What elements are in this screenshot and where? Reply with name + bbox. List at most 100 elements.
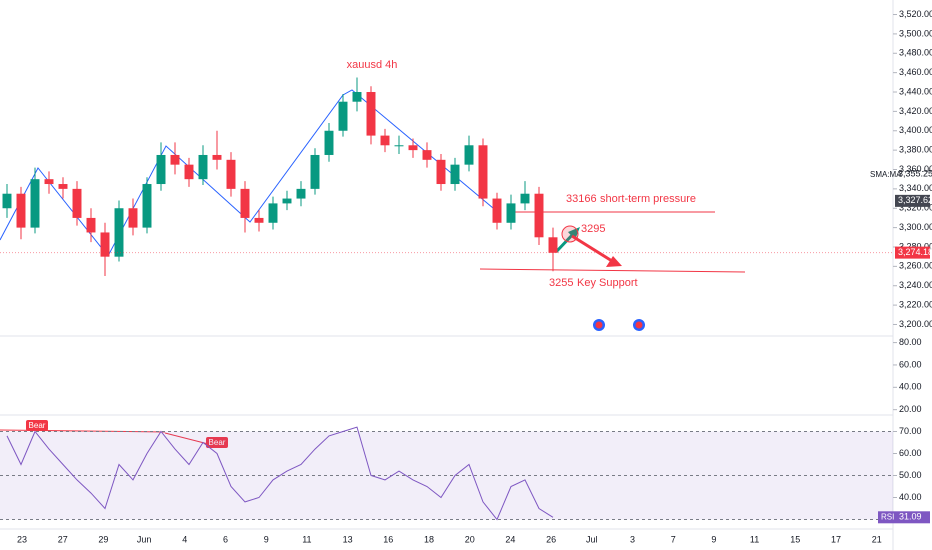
price-tag-label: 3,327.62 (898, 195, 932, 205)
marker (561, 225, 579, 243)
candle-body (408, 145, 418, 151)
candle-body (86, 217, 96, 233)
bear-tag (26, 420, 48, 431)
rsi-tag (878, 511, 930, 524)
x-tick-label: 26 (546, 534, 556, 544)
y-tick-label: 60.00 (899, 448, 922, 458)
x-tick-label: 3 (630, 534, 635, 544)
x-tick-label: 13 (343, 534, 353, 544)
y-tick-label: 3,420.00 (899, 106, 932, 116)
candle-body (478, 145, 488, 199)
x-tick-label: 16 (383, 534, 393, 544)
bear-label: Bear (29, 421, 46, 430)
x-tick-label: 21 (872, 534, 882, 544)
y-tick-label: 3,380.00 (899, 145, 932, 155)
annotation: short-term pressure (600, 193, 696, 205)
candle-body (212, 154, 222, 160)
y-tick-label: 3,260.00 (899, 261, 932, 271)
candle-body (198, 154, 208, 180)
candle-body (324, 130, 334, 155)
x-tick-label: 29 (98, 534, 108, 544)
candle-body (492, 198, 502, 223)
x-tick-label: 23 (17, 534, 27, 544)
y-tick-label: 40.00 (899, 382, 922, 392)
candle-body (394, 145, 404, 147)
candle-body (464, 145, 474, 165)
arrow (571, 234, 613, 263)
y-tick-label: 3,220.00 (899, 299, 932, 309)
x-tick-label: 27 (58, 534, 68, 544)
candle-body (184, 164, 194, 180)
price-tag (895, 246, 930, 259)
arrow-head (606, 256, 622, 267)
y-tick-label: 3,500.00 (899, 28, 932, 38)
bear-tag (206, 437, 228, 448)
x-tick-label: 20 (465, 534, 475, 544)
candle-body (310, 154, 320, 189)
candle-body (128, 208, 138, 228)
y-tick-label: 3,400.00 (899, 125, 932, 135)
x-tick-label: 9 (264, 534, 269, 544)
candle-body (548, 237, 558, 253)
y-tick-label: 60.00 (899, 359, 922, 369)
candle-body (226, 159, 236, 189)
candle-body (44, 179, 54, 185)
candle-body (534, 193, 544, 238)
candle-body (30, 179, 40, 228)
y-tick-label: 40.00 (899, 492, 922, 502)
candle-body (366, 92, 376, 136)
bear-label: Bear (209, 438, 226, 447)
rsi-value: 31.09 (899, 512, 922, 522)
price-tag-label: 3,274.18 (898, 247, 932, 257)
rsi-line (6, 426, 554, 521)
rsi-name: RSI (881, 512, 894, 521)
candle-body (16, 193, 26, 228)
candle-body (142, 184, 152, 228)
x-tick-label: 7 (671, 534, 676, 544)
price-tag-label: 3,355.25 (898, 168, 932, 178)
event-flag-inner (635, 321, 643, 329)
candle-body (72, 188, 82, 218)
x-tick-label: 18 (424, 534, 434, 544)
x-tick-label: 11 (750, 534, 759, 544)
candle-body (2, 193, 12, 209)
annotation: 3295 (581, 223, 605, 235)
x-tick-label: 11 (302, 534, 311, 544)
indicator-label: SMA:MA (870, 170, 902, 179)
candle-body (100, 232, 110, 257)
candle-body (520, 193, 530, 204)
x-tick-label: 15 (790, 534, 800, 544)
x-tick-label: 24 (505, 534, 515, 544)
candle-body (338, 101, 348, 131)
y-tick-label: 3,300.00 (899, 222, 932, 232)
annotation: 33166 (566, 193, 597, 205)
y-tick-label: 3,280.00 (899, 241, 932, 251)
y-tick-label: 3,520.00 (899, 9, 932, 19)
support-line (479, 268, 746, 273)
candle-body (240, 188, 250, 218)
candle-body (296, 188, 306, 199)
y-tick-label: 80.00 (899, 337, 922, 347)
candle-body (352, 92, 362, 102)
annotation: Key Support (577, 277, 638, 289)
x-tick-label: Jun (137, 534, 152, 544)
x-tick-label: 6 (223, 534, 228, 544)
y-tick-label: 3,200.00 (899, 319, 932, 329)
y-tick-label: 3,240.00 (899, 280, 932, 290)
y-tick-label: 3,440.00 (899, 86, 932, 96)
y-tick-label: 50.00 (899, 470, 922, 480)
y-tick-label: 3,320.00 (899, 203, 932, 213)
candle-body (436, 159, 446, 185)
candle-body (422, 150, 432, 160)
candle-body (254, 217, 264, 223)
x-tick-label: 9 (711, 534, 716, 544)
y-tick-label: 20.00 (899, 404, 922, 414)
candle-body (380, 135, 390, 146)
y-tick-label: 3,360.00 (899, 164, 932, 174)
annotation: 3255 (549, 277, 573, 289)
y-tick-label: 3,340.00 (899, 183, 932, 193)
candle-body (268, 203, 278, 223)
y-tick-label: 3,460.00 (899, 67, 932, 77)
event-flag-inner (595, 321, 603, 329)
